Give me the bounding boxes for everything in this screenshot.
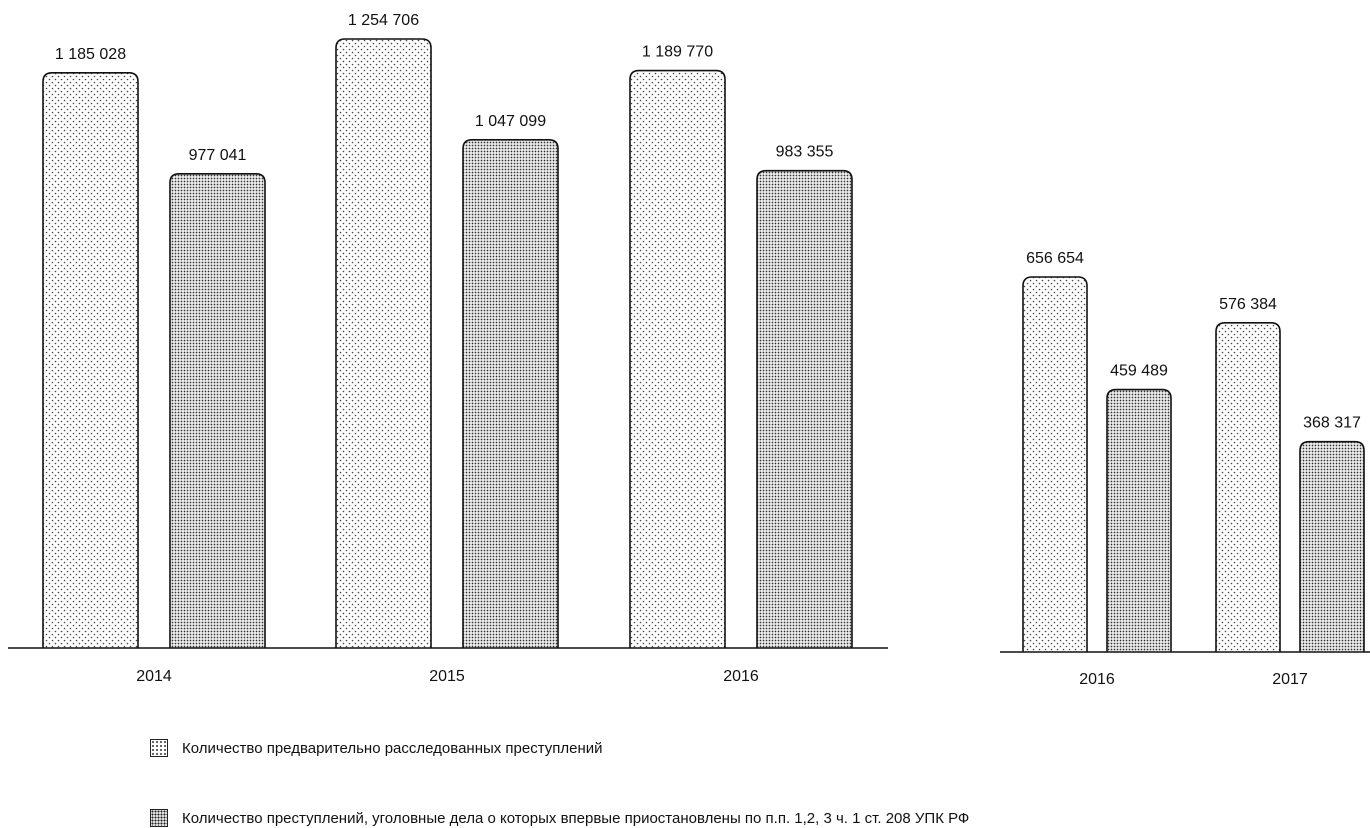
data-label: 368 317 (1303, 415, 1361, 432)
data-label: 983 355 (776, 144, 834, 161)
data-label: 459 489 (1110, 363, 1168, 380)
category-label: 2016 (723, 668, 759, 685)
data-label: 1 047 099 (475, 113, 546, 130)
data-label: 656 654 (1026, 250, 1084, 267)
bar-suspended-2016 (756, 169, 853, 648)
data-label: 1 185 028 (55, 46, 126, 63)
bar-investigated-2016 (1022, 276, 1088, 652)
legend-item-investigated: Количество предварительно расследованных… (150, 739, 603, 757)
legend-swatch-dense-dots (150, 809, 168, 827)
bar-investigated-2015 (335, 38, 432, 648)
legend-item-suspended: Количество преступлений, уголовные дела … (150, 809, 969, 827)
legend-label-investigated: Количество предварительно расследованных… (182, 739, 603, 757)
data-label: 1 189 770 (642, 44, 713, 61)
bar-investigated-2014 (42, 72, 139, 648)
category-label: 2015 (429, 668, 465, 685)
category-label: 2016 (1079, 671, 1115, 688)
bar-suspended-2017 (1299, 440, 1365, 652)
bar-investigated-2016 (629, 69, 726, 648)
bar-suspended-2016 (1106, 388, 1172, 652)
legend-swatch-light-dots (150, 739, 168, 757)
bar-investigated-2017 (1215, 322, 1281, 652)
chart-2014-2016: 1 185 028 1 254 706 1 189 770 977 041 1 047 … (8, 12, 888, 685)
category-label: 2014 (136, 668, 172, 685)
legend-label-suspended: Количество преступлений, уголовные дела … (182, 809, 970, 827)
chart-2016-2017: 656 654 576 384 459 489 368 317 2016 2017 (1000, 250, 1370, 688)
bar-suspended-2015 (462, 138, 559, 648)
data-label: 977 041 (189, 147, 247, 164)
data-label: 576 384 (1219, 296, 1277, 313)
category-label: 2017 (1272, 671, 1308, 688)
data-label: 1 254 706 (348, 12, 419, 29)
bar-suspended-2014 (169, 172, 266, 648)
